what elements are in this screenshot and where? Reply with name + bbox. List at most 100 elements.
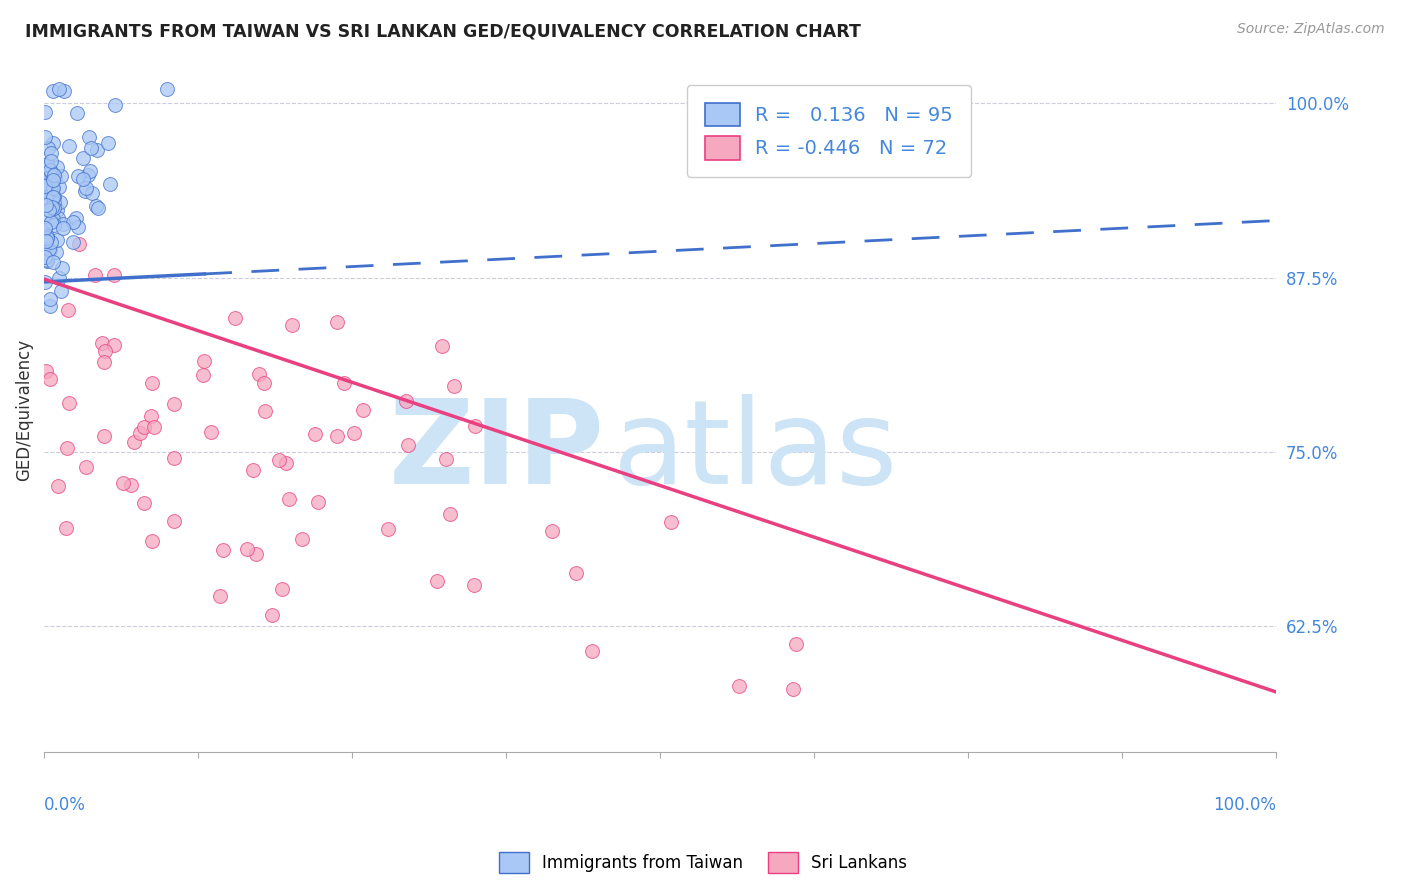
Point <box>291 532 314 546</box>
Point <box>34 105 56 120</box>
Point <box>48 271 70 285</box>
Point <box>79 164 101 178</box>
Point <box>132 420 155 434</box>
Point <box>87 201 110 215</box>
Point <box>34 275 56 289</box>
Point <box>42 173 65 187</box>
Point <box>42 211 65 226</box>
Point <box>42 201 65 215</box>
Point <box>37 166 59 180</box>
Point <box>352 403 374 417</box>
Point <box>52 221 75 235</box>
Point <box>35 364 58 378</box>
Point <box>52 84 75 98</box>
Point <box>34 223 56 237</box>
Point <box>97 136 120 150</box>
Point <box>42 180 65 194</box>
Point <box>45 245 67 260</box>
Point <box>304 427 326 442</box>
Point <box>84 199 107 213</box>
Point <box>58 139 80 153</box>
Point <box>134 496 156 510</box>
Point <box>76 168 98 182</box>
Point <box>247 368 270 382</box>
Point <box>44 219 66 233</box>
Point <box>129 426 152 441</box>
Point <box>104 98 127 112</box>
Point <box>82 186 104 201</box>
Point <box>52 217 75 231</box>
Point <box>46 211 69 225</box>
Point <box>443 379 465 393</box>
Point <box>271 582 294 596</box>
Point <box>439 508 461 522</box>
Point <box>262 607 284 622</box>
Point <box>37 253 59 268</box>
Point <box>156 82 179 96</box>
Point <box>37 179 59 194</box>
Point <box>139 409 162 423</box>
Point <box>66 219 89 234</box>
Point <box>37 141 59 155</box>
Point <box>142 419 165 434</box>
Point <box>377 522 399 536</box>
Point <box>49 169 72 184</box>
Point <box>274 456 297 470</box>
Point <box>72 152 94 166</box>
Point <box>35 198 58 212</box>
Point <box>659 515 682 529</box>
Point <box>200 425 222 439</box>
Point <box>426 574 449 589</box>
Point <box>45 203 67 218</box>
Point <box>38 202 60 217</box>
Text: 100.0%: 100.0% <box>1213 797 1277 814</box>
Point <box>541 524 564 538</box>
Point <box>35 189 58 203</box>
Point <box>122 434 145 449</box>
Point <box>565 566 588 580</box>
Point <box>307 495 329 509</box>
Point <box>41 165 63 179</box>
Point <box>430 339 453 353</box>
Point <box>35 254 58 268</box>
Point <box>39 293 62 307</box>
Point <box>34 234 56 248</box>
Text: Source: ZipAtlas.com: Source: ZipAtlas.com <box>1237 22 1385 37</box>
Point <box>93 355 115 369</box>
Point <box>163 514 186 528</box>
Point <box>41 182 63 196</box>
Point <box>51 260 73 275</box>
Point <box>62 215 84 229</box>
Point <box>396 438 419 452</box>
Point <box>55 521 77 535</box>
Point <box>34 206 56 220</box>
Point <box>141 376 163 391</box>
Point <box>120 477 142 491</box>
Y-axis label: GED/Equivalency: GED/Equivalency <box>15 339 32 482</box>
Point <box>252 376 274 391</box>
Point <box>38 299 60 313</box>
Point <box>44 190 66 204</box>
Point <box>269 453 291 467</box>
Point <box>281 318 304 332</box>
Point <box>48 179 70 194</box>
Point <box>49 194 72 209</box>
Point <box>90 335 112 350</box>
Point <box>42 190 65 204</box>
Point <box>35 231 58 245</box>
Point <box>35 190 58 204</box>
Point <box>42 196 65 211</box>
Text: IMMIGRANTS FROM TAIWAN VS SRI LANKAN GED/EQUIVALENCY CORRELATION CHART: IMMIGRANTS FROM TAIWAN VS SRI LANKAN GED… <box>25 22 862 40</box>
Point <box>278 491 301 506</box>
Point <box>38 243 60 257</box>
Legend: Immigrants from Taiwan, Sri Lankans: Immigrants from Taiwan, Sri Lankans <box>492 846 914 880</box>
Legend: R =   0.136   N = 95, R = -0.446   N = 72: R = 0.136 N = 95, R = -0.446 N = 72 <box>688 85 970 178</box>
Point <box>464 418 486 433</box>
Point <box>581 644 603 658</box>
Point <box>39 215 62 229</box>
Point <box>77 130 100 145</box>
Point <box>42 255 65 269</box>
Point <box>39 169 62 184</box>
Point <box>46 233 69 247</box>
Point <box>37 229 59 244</box>
